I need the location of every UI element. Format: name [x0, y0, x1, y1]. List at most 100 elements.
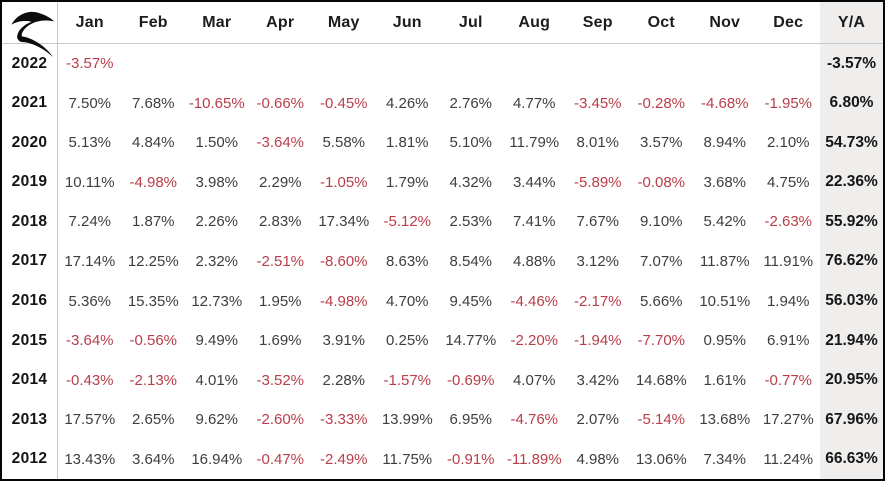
month-return-value: 3.98% — [195, 173, 239, 191]
month-return-value: -3.64% — [65, 332, 114, 350]
month-return-value: 8.54% — [449, 252, 493, 270]
column-header-mar: Mar — [185, 2, 249, 44]
column-header-nov: Nov — [693, 2, 757, 44]
annual-return-value: 20.95% — [820, 360, 883, 400]
month-return-value: 6.91% — [766, 332, 810, 350]
month-return-value: 4.07% — [512, 371, 556, 389]
month-return-value: 13.99% — [381, 411, 433, 429]
column-header-feb: Feb — [121, 2, 185, 44]
month-return-value: 3.57% — [639, 134, 683, 152]
month-return-value: -0.69% — [446, 371, 495, 389]
month-return-value: -3.45% — [573, 94, 622, 112]
year-label: 2019 — [2, 162, 58, 203]
month-return-value: 3.68% — [703, 173, 747, 191]
column-header-sep: Sep — [566, 2, 630, 44]
month-return-value: -2.17% — [573, 292, 622, 310]
month-return-value: 7.41% — [512, 213, 556, 231]
month-return-value: 4.01% — [195, 371, 239, 389]
month-return-value: 14.68% — [635, 371, 687, 389]
month-return-value — [630, 44, 694, 84]
month-return-value: -0.45% — [319, 94, 368, 112]
month-return-value: -1.95% — [764, 94, 813, 112]
month-return-value: 4.77% — [512, 94, 556, 112]
month-return-value: 16.94% — [191, 450, 243, 468]
month-return-value: -2.49% — [319, 450, 368, 468]
month-return-value: 7.67% — [576, 213, 620, 231]
month-return-value: 1.81% — [385, 134, 429, 152]
month-return-value: -4.98% — [129, 173, 178, 191]
month-return-value: 7.07% — [639, 252, 683, 270]
month-return-value: 14.77% — [445, 332, 497, 350]
month-return-value: 11.91% — [763, 252, 814, 270]
month-return-value: 1.61% — [703, 371, 747, 389]
month-return-value: 1.69% — [258, 332, 302, 350]
month-return-value: -1.57% — [383, 371, 432, 389]
year-label: 2015 — [2, 320, 58, 361]
month-return-value: -10.65% — [188, 94, 245, 112]
month-return-value: -0.77% — [764, 371, 813, 389]
month-return-value: 1.94% — [766, 292, 810, 310]
year-label: 2017 — [2, 241, 58, 282]
month-return-value: 7.24% — [68, 213, 112, 231]
month-return-value: -4.98% — [319, 292, 368, 310]
month-return-value: -2.20% — [510, 332, 559, 350]
month-return-value: -2.63% — [764, 213, 813, 231]
month-return-value: -2.13% — [129, 371, 178, 389]
year-label: 2020 — [2, 123, 58, 163]
month-return-value: 12.25% — [127, 252, 179, 270]
month-return-value: 0.25% — [385, 332, 429, 350]
month-return-value — [566, 44, 630, 84]
column-header-jun: Jun — [375, 2, 439, 44]
annual-return-value: 67.96% — [820, 399, 883, 440]
month-return-value: 11.79% — [509, 134, 560, 152]
month-return-value: 2.10% — [766, 134, 810, 152]
month-return-value: 4.98% — [576, 450, 620, 468]
month-return-value — [693, 44, 757, 84]
month-return-value: 8.63% — [385, 252, 429, 270]
month-return-value: 4.88% — [512, 252, 556, 270]
month-return-value: 9.62% — [195, 411, 239, 429]
month-return-value: 4.26% — [385, 94, 429, 112]
year-label: 2013 — [2, 399, 58, 440]
month-return-value: 10.11% — [64, 173, 115, 191]
month-return-value: 8.94% — [703, 134, 747, 152]
month-return-value — [185, 44, 249, 84]
annual-return-value: 21.94% — [820, 320, 883, 361]
month-return-value: 2.07% — [576, 411, 620, 429]
month-return-value: 5.13% — [68, 134, 112, 152]
month-return-value: 2.26% — [195, 213, 239, 231]
month-return-value — [249, 44, 313, 84]
month-return-value: 17.14% — [64, 252, 116, 270]
month-return-value: -4.76% — [510, 411, 559, 429]
annual-return-value: 22.36% — [820, 162, 883, 203]
month-return-value: 2.53% — [449, 213, 493, 231]
month-return-value: 2.32% — [195, 252, 239, 270]
month-return-value: -5.89% — [573, 173, 622, 191]
month-return-value: -5.14% — [637, 411, 686, 429]
year-label: 2018 — [2, 202, 58, 242]
column-header-apr: Apr — [248, 2, 312, 44]
annual-return-value: -3.57% — [820, 44, 883, 84]
month-return-value: 8.01% — [576, 134, 620, 152]
month-return-value: 11.24% — [763, 450, 814, 468]
month-return-value: -4.46% — [510, 292, 559, 310]
month-return-value — [503, 44, 567, 84]
month-return-value: -0.28% — [637, 94, 686, 112]
month-return-value — [312, 44, 376, 84]
month-return-value: 4.84% — [131, 134, 175, 152]
month-return-value: 2.65% — [131, 411, 175, 429]
column-header-yearly-aggregate: Y/A — [820, 2, 883, 44]
month-return-value: -3.52% — [256, 371, 305, 389]
month-return-value: 1.95% — [258, 292, 302, 310]
month-return-value: -3.64% — [256, 134, 305, 152]
month-return-value — [122, 44, 186, 84]
month-return-value: 5.42% — [703, 213, 747, 231]
month-return-value: -2.51% — [256, 252, 305, 270]
month-return-value: -5.12% — [383, 213, 432, 231]
annual-return-value: 66.63% — [820, 439, 883, 479]
month-return-value: 1.50% — [195, 134, 239, 152]
year-label: 2012 — [2, 439, 58, 479]
month-return-value: 4.70% — [385, 292, 429, 310]
month-return-value: 2.29% — [258, 173, 302, 191]
